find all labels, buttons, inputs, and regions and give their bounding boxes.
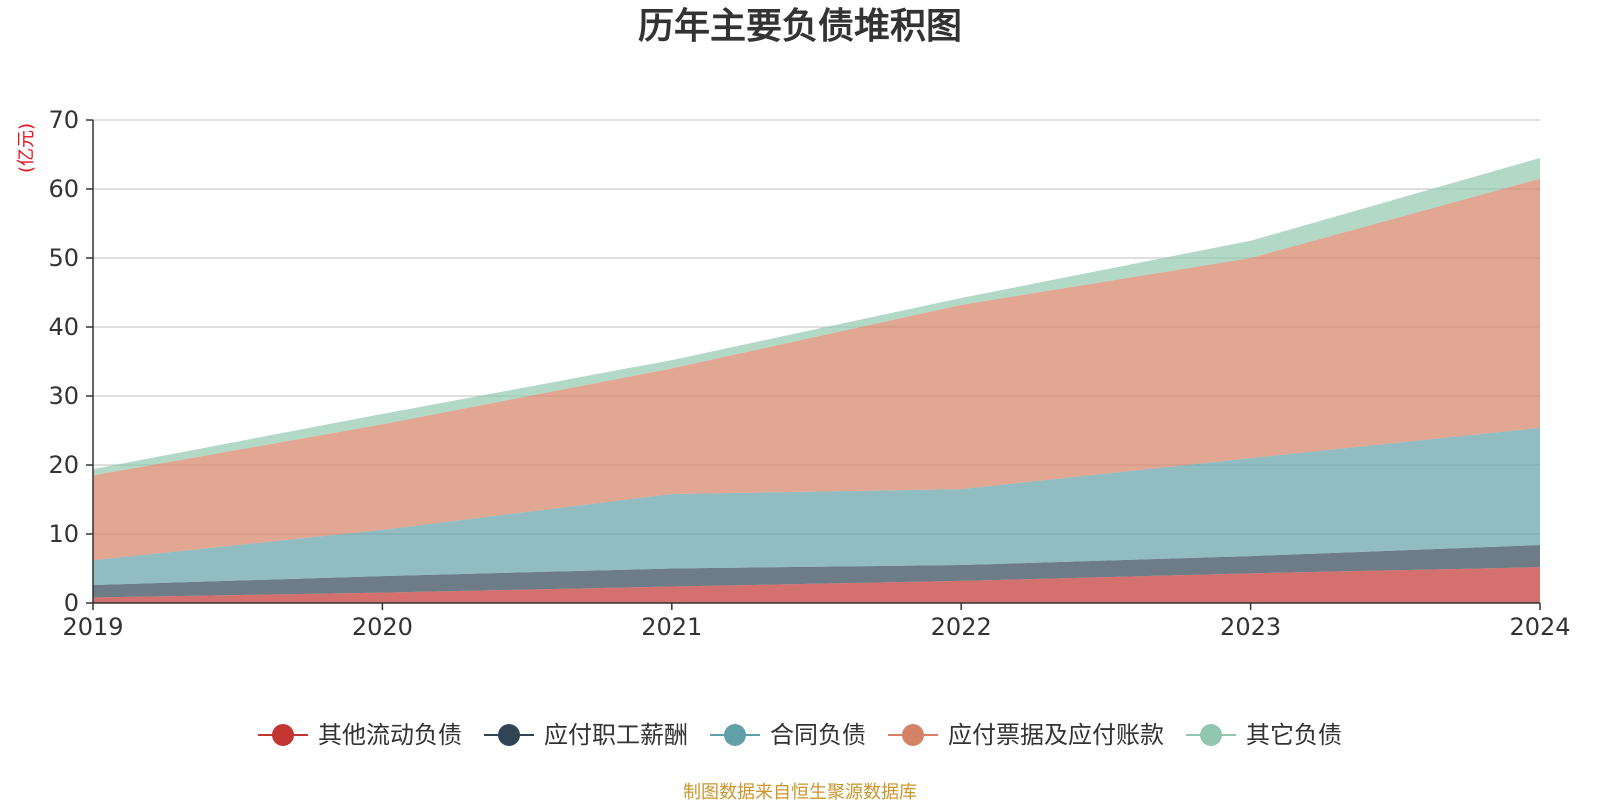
- legend: 其他流动负债 应付职工薪酬 合同负债 应付票据及应付账款 其它负债: [258, 721, 1342, 749]
- legend-marker-icon: [724, 724, 746, 746]
- area-series-2: [93, 545, 1540, 598]
- y-tick-label: 50: [48, 244, 79, 272]
- legend-item-3[interactable]: 合同负债: [710, 721, 866, 749]
- legend-label: 合同负债: [770, 721, 866, 749]
- axes: [92, 120, 1540, 604]
- legend-label: 应付职工薪酬: [544, 721, 688, 749]
- y-tick-label: 60: [48, 175, 79, 203]
- y-tick-label: 10: [48, 520, 79, 548]
- x-tick-label: 2022: [931, 613, 992, 641]
- legend-item-5[interactable]: 其它负债: [1186, 721, 1342, 749]
- area-series: [93, 157, 1540, 603]
- y-axis-ticks: 0 10 20 30 40 50 60 70: [48, 106, 93, 617]
- x-tick-label: 2019: [62, 613, 123, 641]
- legend-label: 其它负债: [1246, 721, 1342, 749]
- source-note: 制图数据来自恒生聚源数据库: [683, 782, 917, 800]
- x-tick-label: 2021: [641, 613, 702, 641]
- legend-marker-icon: [902, 724, 924, 746]
- y-tick-label: 30: [48, 382, 79, 410]
- y-tick-label: 0: [64, 589, 79, 617]
- area-series-3: [93, 427, 1540, 586]
- y-tick-label: 40: [48, 313, 79, 341]
- y-tick-label: 70: [48, 106, 79, 134]
- legend-marker-icon: [1200, 724, 1222, 746]
- y-tick-label: 20: [48, 451, 79, 479]
- legend-item-2[interactable]: 应付职工薪酬: [484, 721, 688, 749]
- legend-label: 应付票据及应付账款: [948, 721, 1164, 749]
- x-axis-ticks: 2019 2020 2021 2022 2023 2024: [62, 603, 1571, 641]
- area-series-4: [93, 178, 1540, 561]
- area-series-1: [93, 567, 1540, 603]
- y-axis-unit: (亿元): [16, 123, 37, 173]
- x-tick-label: 2024: [1509, 613, 1570, 641]
- area-series-5: [93, 157, 1540, 476]
- legend-marker-icon: [498, 724, 520, 746]
- legend-item-1[interactable]: 其他流动负债: [258, 721, 462, 749]
- chart-title: 历年主要负债堆积图: [638, 6, 962, 47]
- legend-marker-icon: [272, 724, 294, 746]
- x-tick-label: 2023: [1220, 613, 1281, 641]
- legend-label: 其他流动负债: [318, 721, 462, 749]
- x-tick-label: 2020: [352, 613, 413, 641]
- legend-item-4[interactable]: 应付票据及应付账款: [888, 721, 1164, 749]
